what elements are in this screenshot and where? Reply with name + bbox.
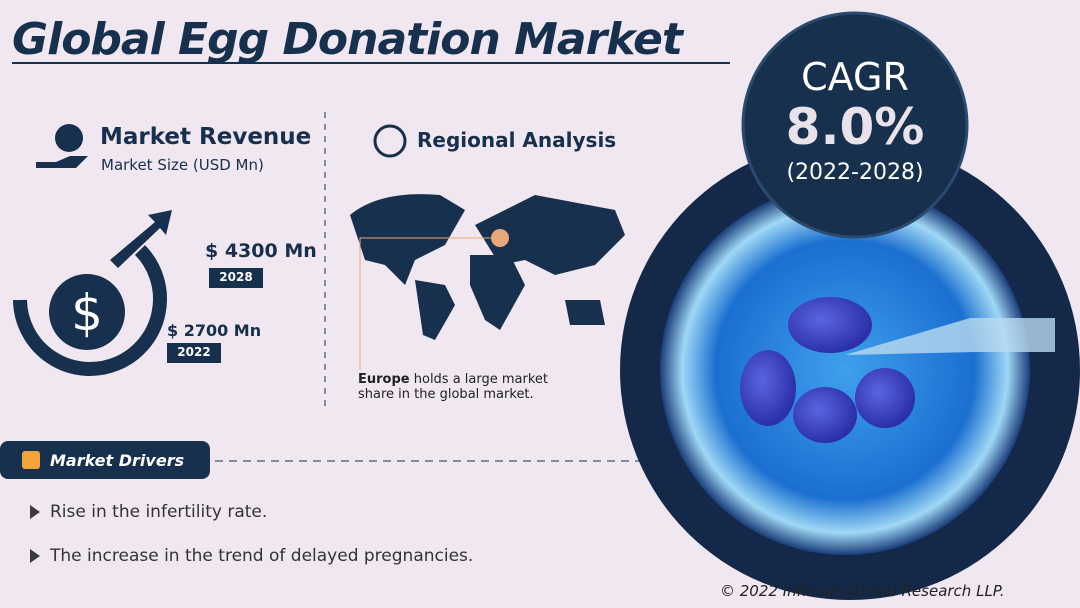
cell	[793, 387, 857, 443]
hand-icon	[36, 156, 88, 168]
drivers-title: Market Drivers	[50, 451, 185, 470]
year-tag	[209, 268, 263, 288]
drivers-banner	[0, 441, 210, 479]
driver-item: The increase in the trend of delayed pre…	[50, 546, 474, 566]
dollar-sign: $	[71, 284, 103, 342]
revenue-year: 2028	[219, 270, 253, 284]
egg	[660, 185, 1030, 555]
dollar-circle	[49, 274, 125, 350]
regional-title: Regional Analysis	[417, 128, 617, 152]
revenue-value: $ 2700 Mn	[167, 321, 262, 340]
note: holds a large market share in the global…	[358, 372, 549, 402]
globe-icon	[373, 124, 407, 158]
revenue-year: 2022	[177, 345, 211, 359]
cell	[788, 297, 872, 353]
cagr-period: (2022-2028)	[786, 160, 924, 185]
pipette	[845, 318, 1055, 355]
cell	[740, 350, 796, 426]
bullet	[30, 549, 40, 563]
leader-line	[359, 237, 491, 370]
highlight: Europe	[358, 372, 410, 387]
cell	[855, 368, 915, 428]
arc-icon	[13, 245, 167, 376]
bullet	[30, 505, 40, 519]
cagr-badge	[741, 11, 969, 239]
cagr-label: CAGR	[801, 55, 909, 99]
regional-note: Europe holds a large market share in the…	[358, 372, 568, 402]
cagr-value: 8.0%	[785, 98, 925, 156]
arrow-icon	[110, 210, 172, 268]
copyright: © 2022 Infinium Global Research LLP.	[720, 582, 1005, 600]
title: Global Egg Donation Market	[12, 14, 683, 65]
revenue-value: $ 4300 Mn	[205, 240, 317, 262]
europe-marker	[491, 229, 509, 247]
drivers-icon	[22, 451, 40, 469]
world-map	[350, 194, 625, 340]
revenue-subtitle: Market Size (USD Mn)	[101, 156, 264, 174]
year-tag	[167, 343, 221, 363]
coin-icon	[55, 124, 83, 152]
revenue-title: Market Revenue	[100, 124, 312, 150]
driver-item: Rise in the infertility rate.	[50, 502, 268, 522]
